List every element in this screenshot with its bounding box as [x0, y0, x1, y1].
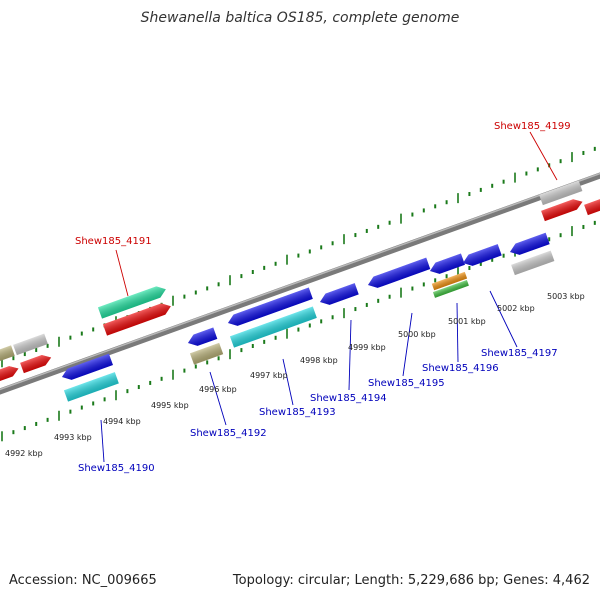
gene-arrow [539, 180, 583, 206]
gene-arrow [189, 342, 224, 365]
leader-line [489, 290, 518, 348]
kbp-label: 5002 kbp [497, 304, 535, 313]
gene-shading [0, 366, 19, 383]
gene-shading [430, 253, 465, 274]
gene-arrow [463, 244, 502, 266]
gene-shading [13, 333, 48, 356]
accession-text: Accession: NC_009665 [9, 573, 157, 588]
gene-shading [511, 250, 555, 276]
kbp-label: 4994 kbp [103, 417, 141, 426]
gene-label: Shew185_4196 [422, 363, 499, 374]
leader-line [282, 358, 294, 406]
gene-shading [20, 355, 52, 374]
kbp-label: 4992 kbp [5, 449, 43, 458]
gene-arrow [511, 250, 555, 276]
gene-label: Shew185_4193 [259, 407, 336, 418]
gene-arrow [0, 366, 19, 383]
gene-label: Shew185_4199 [494, 121, 571, 132]
gene-shading [432, 279, 469, 298]
gene-label: Shew185_4192 [190, 428, 267, 439]
leader-line [402, 312, 413, 377]
leader-line [456, 302, 459, 363]
gene-shading [189, 342, 224, 365]
gene-shading [97, 286, 166, 319]
gene-shading [0, 345, 15, 363]
kbp-label: 4999 kbp [348, 343, 386, 352]
gene-arrow [13, 333, 48, 356]
backbone-highlight [0, 172, 600, 391]
gene-arrow [430, 253, 465, 274]
gene-shading [188, 327, 218, 346]
gene-label: Shew185_4195 [368, 378, 445, 389]
gene-shading [584, 196, 600, 216]
kbp-label: 4998 kbp [300, 356, 338, 365]
gene-arrow [20, 355, 52, 374]
gene-features [0, 180, 600, 402]
gene-arrow [229, 306, 317, 348]
gene-label: Shew185_4191 [75, 236, 152, 247]
map-title: Shewanella baltica OS185, complete genom… [140, 10, 460, 26]
gene-shading [102, 303, 171, 336]
gene-arrow [0, 345, 15, 363]
kbp-label: 5003 kbp [547, 292, 585, 301]
gene-arrow [432, 279, 469, 298]
gene-arrow [62, 353, 113, 380]
leader-line [209, 371, 227, 426]
gene-arrow [510, 232, 550, 255]
gene-shading [62, 353, 113, 380]
gene-shading [228, 287, 313, 326]
gene-shading [320, 283, 359, 305]
gene-label: Shew185_4190 [78, 463, 155, 474]
gene-shading [541, 199, 583, 222]
kbp-label: 5001 kbp [448, 317, 486, 326]
label-leaders [100, 131, 558, 463]
gene-arrow [368, 257, 431, 288]
gene-shading [63, 372, 119, 402]
kbp-label: 4995 kbp [151, 401, 189, 410]
genome-stats-text: Topology: circular; Length: 5,229,686 bp… [232, 573, 590, 588]
gene-shading [229, 306, 317, 348]
backbone-line [0, 172, 600, 395]
gene-labels: Shew185_4199 Shew185_4191 Shew185_4190 Shew… [75, 121, 571, 474]
gene-shading [463, 244, 502, 266]
gene-shading [539, 180, 583, 206]
scale-ruler [1, 146, 596, 442]
gene-arrow [431, 271, 468, 291]
kbp-label: 4993 kbp [54, 433, 92, 442]
kbp-label: 5000 kbp [398, 330, 436, 339]
gene-arrow [320, 283, 359, 305]
gene-arrow [584, 196, 600, 216]
gene-arrow [63, 372, 119, 402]
gene-label: Shew185_4197 [481, 348, 558, 359]
gene-arrow [228, 287, 313, 326]
gene-shading [431, 271, 468, 291]
kbp-label: 4997 kbp [250, 371, 288, 380]
gene-arrow [97, 286, 166, 319]
gene-shading [510, 232, 550, 255]
kbp-label: 4996 kbp [199, 385, 237, 394]
gene-arrow [541, 199, 583, 222]
leader-line [529, 131, 558, 181]
gene-arrow [188, 327, 218, 346]
leader-line [348, 319, 352, 391]
leader-line [115, 249, 129, 297]
kbp-labels: 4992 kbp 4993 kbp 4994 kbp 4995 kbp 4996 kbp… [5, 292, 585, 458]
genome-backbone [0, 172, 600, 395]
gene-label: Shew185_4194 [310, 393, 387, 404]
leader-line [100, 419, 105, 463]
gene-arrow [102, 303, 171, 336]
gene-shading [368, 257, 431, 288]
